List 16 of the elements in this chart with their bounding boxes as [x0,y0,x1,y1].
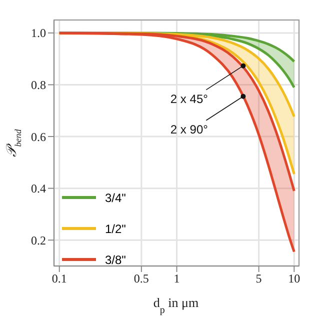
y-tick-label: 0.4 [31,182,46,196]
annotation: 2 x 45° [170,92,208,106]
y-tick-label: 0.2 [31,233,46,248]
y-tick-label: 0.6 [31,130,46,144]
x-axis-title: d$_{p}$ in μm [153,295,199,316]
legend-label: 1/2" [105,222,126,236]
legend-label: 3/4" [105,190,126,204]
x-tick-label: 10 [288,272,300,286]
y-tick-label: 1.0 [31,26,46,40]
legend-label: 3/8" [105,252,126,266]
y-tick-label: 0.8 [31,78,46,92]
x-tick-label: 5 [256,272,262,286]
x-tick-label: 1 [174,272,180,286]
x-tick-label: 0.5 [134,272,149,286]
annotation: 2 x 90° [170,122,208,136]
x-tick-label: 0.1 [52,272,67,286]
